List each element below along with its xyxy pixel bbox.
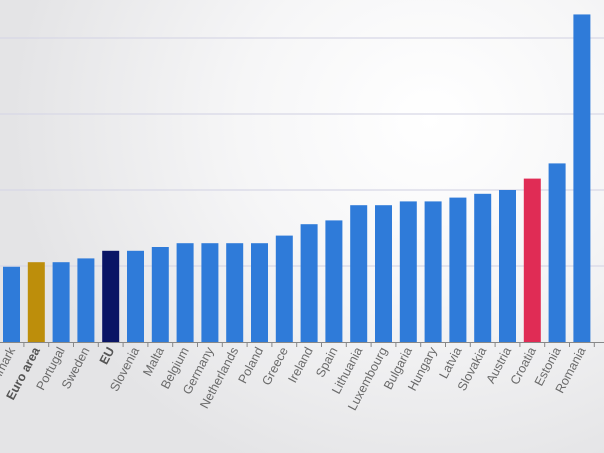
bar-hungary[interactable] [424, 201, 442, 342]
bar-sweden[interactable] [77, 258, 95, 342]
bar-euro-area[interactable] [27, 262, 45, 342]
bar-belgium[interactable] [176, 243, 194, 342]
bar-bulgaria[interactable] [399, 201, 417, 342]
bar-spain[interactable] [325, 220, 343, 342]
bar-slovakia[interactable] [474, 193, 492, 342]
bar-poland[interactable] [251, 243, 268, 342]
bar-germany[interactable] [201, 243, 219, 342]
x-tick-label: EU [97, 345, 118, 367]
bar-netherlands[interactable] [226, 243, 244, 342]
bar-croatia[interactable] [523, 178, 541, 342]
bar-latvia[interactable] [449, 197, 467, 342]
x-axis [0, 342, 604, 347]
bar-denmark[interactable] [3, 266, 20, 342]
bar-slovenia[interactable] [127, 250, 144, 342]
bar-greece[interactable] [275, 235, 293, 342]
bar-ireland[interactable] [300, 224, 318, 342]
bar-malta[interactable] [151, 247, 169, 342]
x-tick-label: Malta [140, 345, 167, 379]
bars [3, 14, 591, 342]
bar-estonia[interactable] [548, 163, 566, 342]
x-tick-label: Ireland [285, 345, 315, 385]
bar-romania[interactable] [573, 14, 591, 342]
bar-eu[interactable] [102, 250, 120, 342]
bar-austria[interactable] [499, 190, 516, 342]
bar-portugal[interactable] [52, 262, 70, 342]
bar-luxembourg[interactable] [375, 205, 392, 342]
bar-lithuania[interactable] [350, 205, 368, 342]
